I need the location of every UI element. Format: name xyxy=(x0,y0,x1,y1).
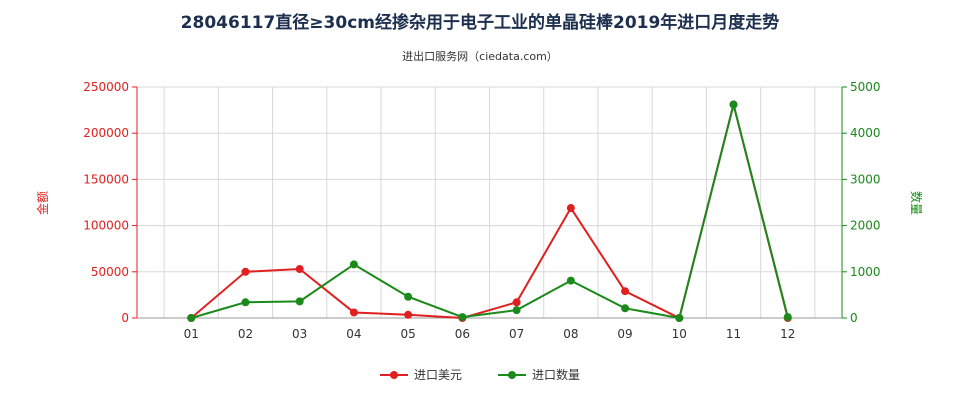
x-tick-label: 08 xyxy=(563,327,578,341)
legend-swatch-usd xyxy=(379,370,408,380)
left-tick-label: 100000 xyxy=(83,219,129,233)
left-tick-label: 150000 xyxy=(83,172,129,186)
left-tick-label: 0 xyxy=(121,311,129,325)
series-line-qty xyxy=(190,104,789,320)
x-tick-label: 10 xyxy=(672,327,687,341)
data-point-qty xyxy=(566,276,575,285)
legend-swatch-qty xyxy=(498,370,526,380)
right-axis-label: 数量 xyxy=(909,191,924,215)
data-point-qty xyxy=(458,313,467,322)
data-point-usd xyxy=(566,204,575,213)
chart-title: 28046117直径≥30cm经掺杂用于电子工业的单晶硅棒2019年进口月度走势 xyxy=(180,13,780,33)
data-point-qty xyxy=(241,298,250,307)
x-tick-label: 01 xyxy=(184,327,199,341)
data-point-usd xyxy=(349,308,358,317)
x-tick-label: 04 xyxy=(346,327,361,341)
legend: 进口美元 进口数量 xyxy=(0,366,960,383)
data-point-qty xyxy=(675,314,684,322)
axes xyxy=(136,87,843,319)
left-axis-label: 金额 xyxy=(35,191,50,215)
legend-label-qty: 进口数量 xyxy=(532,368,581,382)
right-tick-label: 4000 xyxy=(850,126,881,140)
legend-item-qty[interactable]: 进口数量 xyxy=(498,366,580,383)
x-axis-ticks: 01 02 03 04 05 06 07 08 09 10 11 12 xyxy=(184,327,796,341)
data-point-qty xyxy=(512,306,521,315)
left-tick-label: 250000 xyxy=(83,80,129,94)
data-point-usd xyxy=(241,267,250,276)
x-tick-label: 12 xyxy=(780,327,795,341)
data-point-qty xyxy=(783,313,792,322)
right-tick-label: 2000 xyxy=(850,219,881,233)
data-point-usd xyxy=(621,287,630,296)
data-point-qty xyxy=(729,100,738,109)
data-point-qty xyxy=(404,292,413,301)
legend-label-usd: 进口美元 xyxy=(413,368,462,382)
data-point-usd xyxy=(404,310,413,319)
right-tick-label: 0 xyxy=(850,311,858,325)
x-tick-label: 02 xyxy=(238,327,253,341)
x-tick-label: 11 xyxy=(726,327,741,341)
right-tick-label: 3000 xyxy=(850,172,881,186)
grid-lines xyxy=(137,86,842,319)
x-tick-label: 06 xyxy=(455,327,470,341)
left-tick-label: 50000 xyxy=(91,265,129,279)
data-point-qty xyxy=(187,314,196,322)
chart-subtitle: 进出口服务网（ciedata.com） xyxy=(402,50,558,63)
right-tick-label: 5000 xyxy=(850,80,881,94)
left-axis-ticks: 0 50000 100000 150000 200000 250000 xyxy=(83,80,137,325)
series-layer xyxy=(187,100,792,322)
data-point-qty xyxy=(621,304,630,313)
data-point-usd xyxy=(295,265,304,274)
x-tick-label: 09 xyxy=(617,327,632,341)
x-tick-label: 03 xyxy=(292,327,307,341)
data-point-qty xyxy=(349,260,358,269)
left-tick-label: 200000 xyxy=(83,126,129,140)
right-tick-label: 1000 xyxy=(850,265,881,279)
data-point-qty xyxy=(295,297,304,306)
right-axis-ticks: 0 1000 2000 3000 4000 5000 xyxy=(842,80,881,325)
x-tick-label: 05 xyxy=(401,327,416,341)
data-point-usd xyxy=(512,298,521,307)
legend-item-usd[interactable]: 进口美元 xyxy=(379,366,462,383)
x-tick-label: 07 xyxy=(509,327,524,341)
